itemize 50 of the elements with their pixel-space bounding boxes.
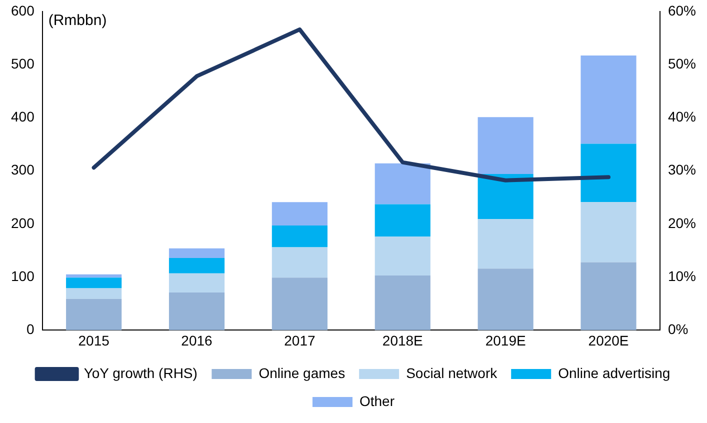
bar <box>478 174 534 220</box>
x-tick-label: 2020E <box>588 332 629 348</box>
bar <box>478 268 534 330</box>
bar <box>168 292 225 330</box>
x-tick-label: 2017 <box>284 332 316 348</box>
x-tick-label: 2018E <box>382 332 423 348</box>
bar <box>66 288 122 299</box>
y2-tick-label: 40% <box>668 108 696 125</box>
legend-label: Online games <box>258 364 346 381</box>
y-tick-label: 100 <box>11 268 35 284</box>
y-tick-label: 400 <box>11 108 35 125</box>
bar <box>272 278 328 330</box>
bar <box>580 56 636 144</box>
y2-tick-label: 30% <box>668 162 696 178</box>
bar <box>66 278 122 288</box>
bar <box>272 202 328 226</box>
y2-tick-label: 60% <box>668 2 696 18</box>
legend-label: Online advertising <box>558 364 670 381</box>
y-tick-label: 500 <box>11 55 35 72</box>
bar <box>478 117 534 174</box>
bar <box>374 236 430 276</box>
bar <box>374 163 430 204</box>
bar <box>66 298 122 330</box>
y-axis-title: (Rmbbn) <box>48 12 107 30</box>
bar <box>168 273 225 292</box>
legend-label: Other <box>359 392 395 409</box>
bar <box>66 274 122 278</box>
bar <box>272 226 328 248</box>
y-tick-label: 300 <box>11 162 35 178</box>
bar <box>374 275 430 330</box>
y-tick-label: 0 <box>26 321 35 338</box>
bar <box>580 144 636 202</box>
bar <box>272 247 328 278</box>
x-tick-label: 2015 <box>78 332 110 348</box>
bar <box>580 202 636 262</box>
y2-tick-label: 10% <box>668 268 696 284</box>
bar <box>374 204 430 237</box>
y2-tick-label: 0% <box>668 321 688 338</box>
x-tick-label: 2016 <box>181 332 213 348</box>
y2-tick-label: 50% <box>668 55 696 72</box>
bar <box>478 219 534 269</box>
bar <box>168 248 225 258</box>
y-tick-label: 600 <box>11 2 35 18</box>
legend-label: YoY growth (RHS) <box>84 364 198 381</box>
legend-label: Social network <box>406 364 498 381</box>
bar <box>168 258 225 274</box>
x-tick-label: 2019E <box>485 332 526 348</box>
y-tick-label: 200 <box>11 214 35 231</box>
y2-tick-label: 20% <box>668 214 696 231</box>
bar <box>580 262 636 330</box>
